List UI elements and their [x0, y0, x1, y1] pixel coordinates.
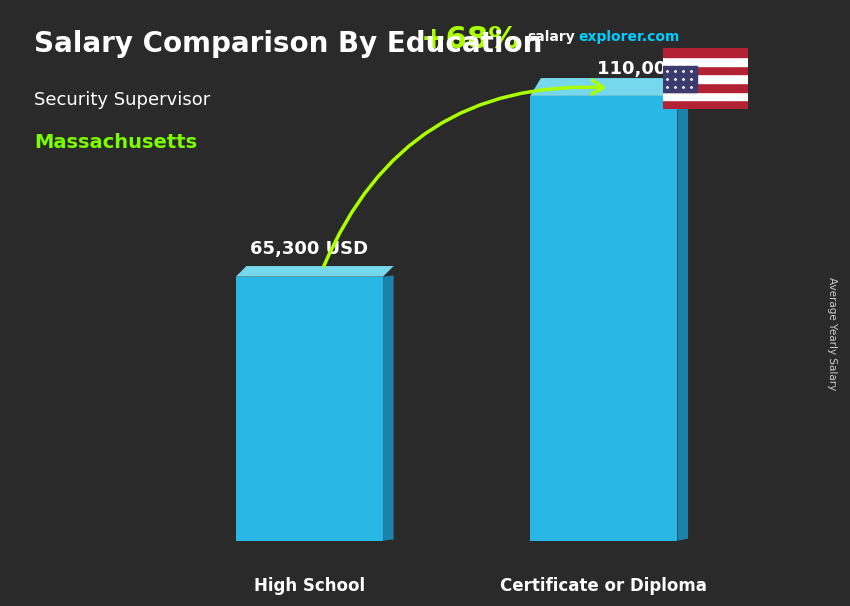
- Text: +68%: +68%: [421, 25, 519, 54]
- Bar: [663, 66, 697, 92]
- Polygon shape: [530, 78, 688, 96]
- Text: Security Supervisor: Security Supervisor: [34, 91, 210, 109]
- Bar: [663, 66, 748, 75]
- Bar: [663, 101, 748, 109]
- Bar: [663, 92, 748, 101]
- Text: Certificate or Diploma: Certificate or Diploma: [501, 577, 707, 595]
- Bar: [663, 83, 748, 92]
- Polygon shape: [235, 266, 394, 276]
- Text: Average Yearly Salary: Average Yearly Salary: [827, 277, 837, 390]
- Text: explorer.com: explorer.com: [578, 30, 679, 44]
- Text: 110,000 USD: 110,000 USD: [598, 59, 728, 78]
- Text: 65,300 USD: 65,300 USD: [251, 241, 369, 258]
- Bar: [663, 75, 748, 83]
- Text: salary: salary: [527, 30, 575, 44]
- Bar: [663, 57, 748, 66]
- Polygon shape: [677, 94, 688, 541]
- Polygon shape: [383, 275, 394, 541]
- Text: High School: High School: [254, 577, 365, 595]
- Polygon shape: [530, 96, 677, 541]
- Bar: [663, 48, 748, 57]
- Text: Salary Comparison By Education: Salary Comparison By Education: [34, 30, 542, 58]
- Polygon shape: [235, 276, 383, 541]
- Text: Massachusetts: Massachusetts: [34, 133, 197, 152]
